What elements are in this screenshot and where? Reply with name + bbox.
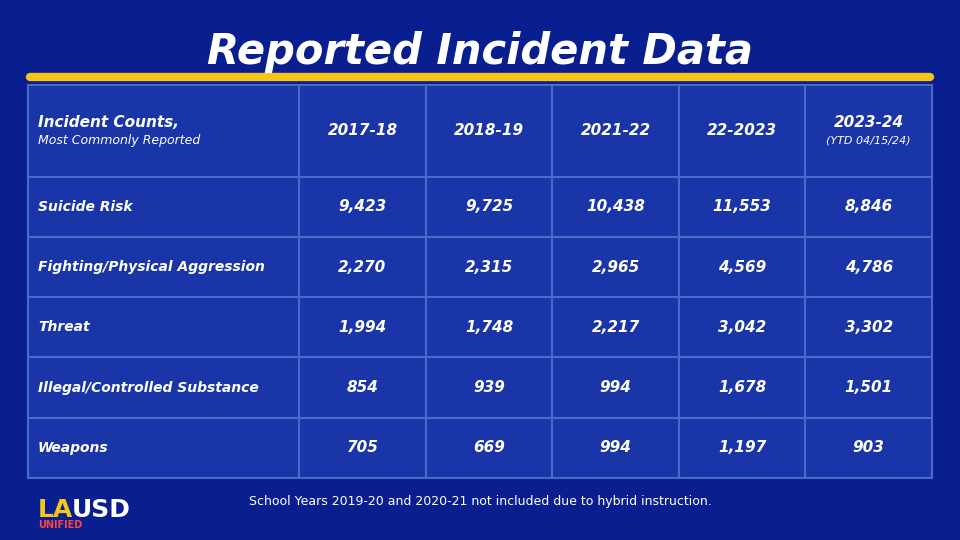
Text: 9,423: 9,423 <box>338 199 387 214</box>
Text: 3,302: 3,302 <box>845 320 893 335</box>
Text: UNIFIED: UNIFIED <box>38 520 83 530</box>
Text: 1,501: 1,501 <box>845 380 893 395</box>
Text: LA: LA <box>38 498 73 522</box>
Text: 669: 669 <box>473 440 505 455</box>
Text: 8,846: 8,846 <box>845 199 893 214</box>
Text: 994: 994 <box>600 380 632 395</box>
Text: 3,042: 3,042 <box>718 320 766 335</box>
Text: 2,217: 2,217 <box>591 320 639 335</box>
Text: 2017-18: 2017-18 <box>327 123 397 138</box>
Text: 2021-22: 2021-22 <box>581 123 651 138</box>
Text: 2018-19: 2018-19 <box>454 123 524 138</box>
Text: 1,994: 1,994 <box>338 320 387 335</box>
Text: Suicide Risk: Suicide Risk <box>38 200 132 214</box>
Text: Threat: Threat <box>38 320 89 334</box>
Text: 9,725: 9,725 <box>465 199 514 214</box>
Text: Illegal/Controlled Substance: Illegal/Controlled Substance <box>38 381 259 395</box>
Text: Most Commonly Reported: Most Commonly Reported <box>38 134 201 147</box>
Text: Incident Counts,: Incident Counts, <box>38 116 179 130</box>
Text: 1,197: 1,197 <box>718 440 766 455</box>
Text: 22-2023: 22-2023 <box>708 123 778 138</box>
Text: 939: 939 <box>473 380 505 395</box>
Text: USD: USD <box>72 498 131 522</box>
Text: Reported Incident Data: Reported Incident Data <box>207 31 753 73</box>
Text: 10,438: 10,438 <box>587 199 645 214</box>
Text: 11,553: 11,553 <box>712 199 772 214</box>
Text: 705: 705 <box>347 440 378 455</box>
Text: 2,270: 2,270 <box>338 260 387 274</box>
Text: Weapons: Weapons <box>38 441 108 455</box>
Text: 1,678: 1,678 <box>718 380 766 395</box>
Text: 1,748: 1,748 <box>465 320 514 335</box>
Text: 2,965: 2,965 <box>591 260 639 274</box>
Text: 4,569: 4,569 <box>718 260 766 274</box>
Text: School Years 2019-20 and 2020-21 not included due to hybrid instruction.: School Years 2019-20 and 2020-21 not inc… <box>249 496 711 509</box>
Text: (YTD 04/15/24): (YTD 04/15/24) <box>827 136 911 146</box>
Text: 903: 903 <box>852 440 885 455</box>
Bar <box>28 85 932 478</box>
Text: 4,786: 4,786 <box>845 260 893 274</box>
Text: 2023-24: 2023-24 <box>833 116 903 130</box>
Text: Fighting/Physical Aggression: Fighting/Physical Aggression <box>38 260 265 274</box>
Text: 2,315: 2,315 <box>465 260 514 274</box>
Text: 854: 854 <box>347 380 378 395</box>
Text: 994: 994 <box>600 440 632 455</box>
